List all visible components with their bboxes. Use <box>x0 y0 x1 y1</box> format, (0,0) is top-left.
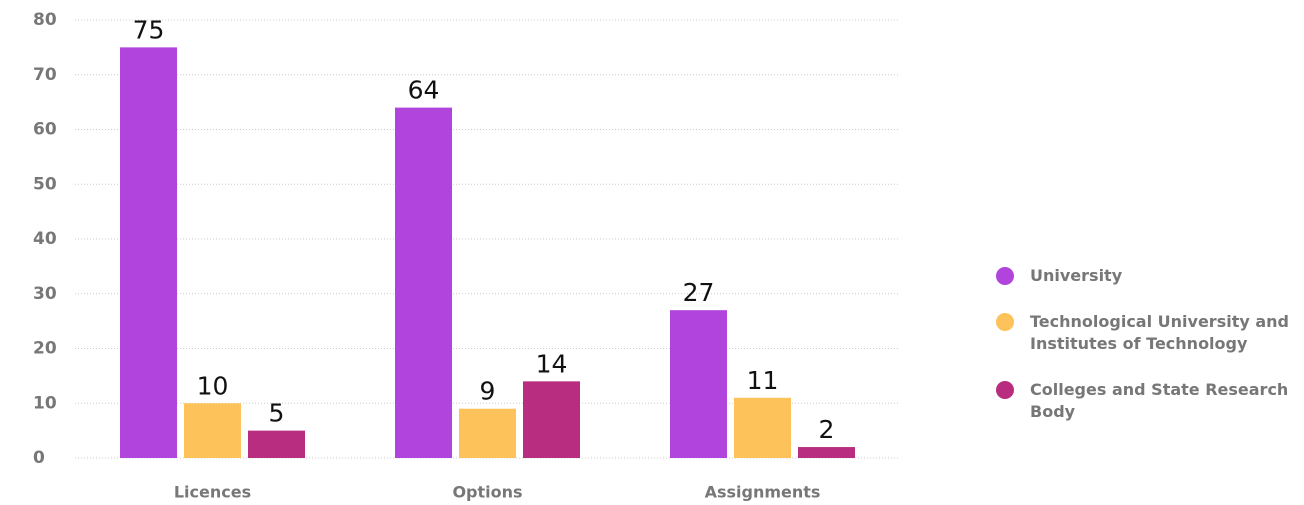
bar <box>523 381 580 458</box>
legend-swatch <box>996 267 1014 285</box>
y-tick-label: 40 <box>33 229 57 249</box>
y-tick-label: 60 <box>33 120 57 140</box>
bar <box>248 430 305 458</box>
bar <box>395 107 452 458</box>
bar <box>120 47 177 458</box>
legend-swatch <box>996 313 1014 331</box>
legend-swatch <box>996 381 1014 399</box>
value-label: 75 <box>133 15 165 44</box>
value-label: 5 <box>269 399 285 428</box>
bar <box>184 403 241 458</box>
value-label: 11 <box>747 366 779 395</box>
value-label: 9 <box>480 377 496 406</box>
x-tick-label: Licences <box>174 483 251 502</box>
legend-label: Colleges and State Research Body <box>1030 380 1289 421</box>
bar <box>798 447 855 458</box>
value-label: 2 <box>819 415 835 444</box>
y-tick-label: 0 <box>33 448 45 468</box>
x-tick-label: Assignments <box>705 483 821 502</box>
value-label: 27 <box>683 278 715 307</box>
legend-item: Colleges and State Research Body <box>996 379 1296 423</box>
value-label: 14 <box>536 349 568 378</box>
y-tick-label: 30 <box>33 284 57 304</box>
legend-label: University <box>1030 266 1123 285</box>
value-label: 10 <box>197 371 229 400</box>
legend-item: University <box>996 265 1296 287</box>
y-tick-label: 50 <box>33 174 57 194</box>
y-tick-label: 80 <box>33 10 57 30</box>
legend-item: Technological University and Institutes … <box>996 311 1296 355</box>
legend: University Technological University and I… <box>996 265 1296 423</box>
legend-label: Technological University and Institutes … <box>1030 312 1289 353</box>
y-tick-label: 70 <box>33 65 57 85</box>
x-tick-label: Options <box>452 483 522 502</box>
bar <box>670 310 727 458</box>
value-label: 64 <box>408 76 440 105</box>
bar <box>459 408 516 458</box>
bar <box>734 397 791 458</box>
y-tick-label: 10 <box>33 393 57 413</box>
y-tick-label: 20 <box>33 339 57 359</box>
